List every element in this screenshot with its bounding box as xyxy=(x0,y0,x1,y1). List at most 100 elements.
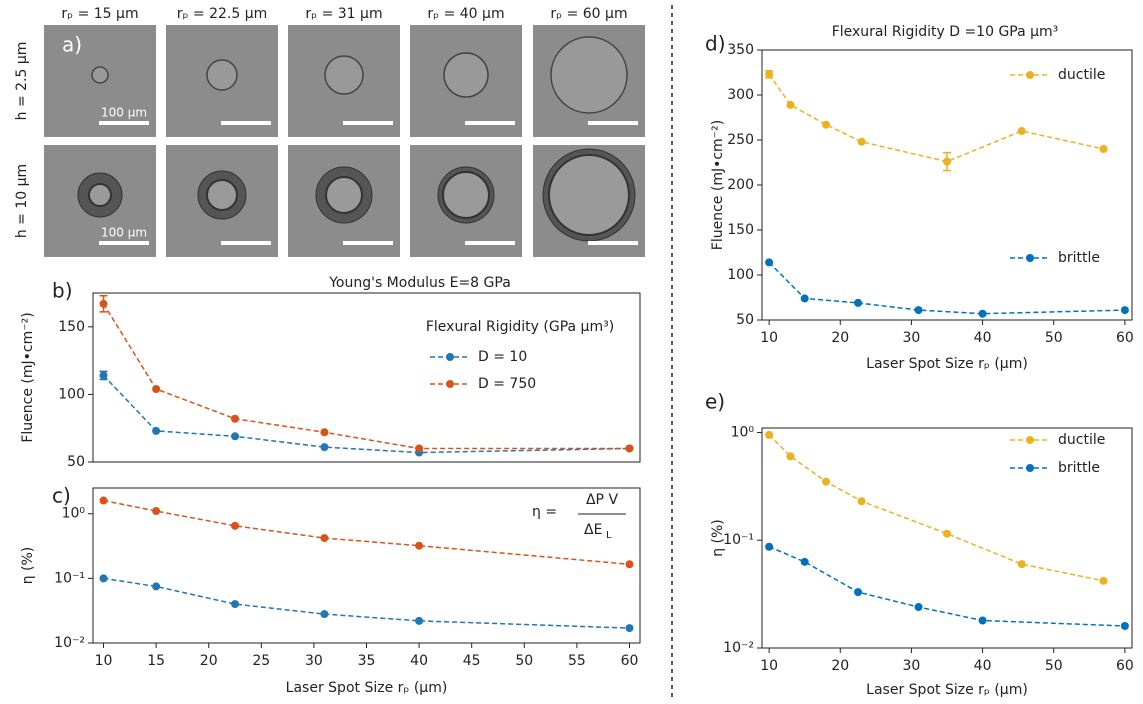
y-axis-label: Fluence (mJ•cm⁻²) xyxy=(710,120,726,250)
series-line xyxy=(103,499,630,566)
x-tick-label: 60 xyxy=(1116,330,1134,346)
micrograph-panel xyxy=(44,25,645,257)
x-tick-label: 60 xyxy=(1116,658,1134,674)
legend-marker xyxy=(446,353,454,361)
data-point xyxy=(854,588,863,597)
legend-label: ductile xyxy=(1058,67,1105,83)
series-line xyxy=(768,546,1125,627)
data-point xyxy=(231,600,240,609)
data-point xyxy=(231,521,240,530)
data-point xyxy=(765,258,774,267)
y-tick-label: 10⁻¹ xyxy=(54,570,85,586)
column-header: rₚ = 60 μm xyxy=(550,6,627,22)
data-point xyxy=(99,496,108,505)
x-tick-label: 60 xyxy=(621,653,639,669)
data-point xyxy=(822,477,831,486)
x-tick-label: 40 xyxy=(974,658,992,674)
y-tick-label: 10⁰ xyxy=(62,506,86,522)
x-tick-label: 10 xyxy=(760,658,778,674)
y-tick-label: 150 xyxy=(58,319,85,335)
y-tick-label: 10⁰ xyxy=(731,424,755,440)
crater xyxy=(548,154,630,236)
data-point xyxy=(1099,145,1108,153)
data-point xyxy=(1120,306,1129,315)
legend-marker xyxy=(1026,254,1034,262)
data-point xyxy=(857,137,866,146)
x-tick-label: 25 xyxy=(252,653,270,669)
y-tick-label: 100 xyxy=(727,267,754,283)
series-line xyxy=(768,73,1104,163)
y-tick-label: 10⁻² xyxy=(54,635,85,651)
x-tick-label: 30 xyxy=(903,330,921,346)
data-point xyxy=(152,426,161,435)
x-tick-label: 20 xyxy=(200,653,218,669)
column-header: rₚ = 40 μm xyxy=(427,6,504,22)
x-axis-label: Laser Spot Size rₚ (μm) xyxy=(286,680,448,696)
series-line xyxy=(768,434,1104,582)
crater xyxy=(443,52,489,98)
error-bar xyxy=(765,69,774,79)
panel-label: e) xyxy=(705,390,725,414)
crater xyxy=(206,179,238,211)
row-label: h = 2.5 μm xyxy=(14,42,30,121)
data-point xyxy=(765,542,774,551)
x-tick-label: 40 xyxy=(410,653,428,669)
data-point xyxy=(822,120,831,129)
data-point xyxy=(765,430,774,439)
series-line xyxy=(768,261,1125,315)
y-tick-label: 10⁻² xyxy=(723,640,754,656)
row-label: h = 10 μm xyxy=(14,164,30,238)
legend-title: Flexural Rigidity (GPa μm³) xyxy=(426,319,614,335)
crater xyxy=(324,55,364,95)
formula-denominator: ΔE xyxy=(584,522,602,538)
x-tick-label: 45 xyxy=(463,653,481,669)
data-point xyxy=(943,529,951,538)
data-point xyxy=(320,610,329,619)
data-point xyxy=(786,452,795,461)
data-point xyxy=(914,603,923,612)
legend-label: brittle xyxy=(1058,460,1100,476)
data-point xyxy=(152,507,161,516)
data-point xyxy=(415,444,424,453)
data-point xyxy=(320,534,329,543)
y-axis-label: η (%) xyxy=(710,519,726,557)
data-point xyxy=(1120,622,1129,631)
plot-frame xyxy=(761,49,1133,321)
column-header: rₚ = 15 μm xyxy=(61,6,138,22)
data-point xyxy=(231,414,240,423)
x-tick-label: 30 xyxy=(903,658,921,674)
series-line xyxy=(102,303,630,450)
crater xyxy=(88,183,112,207)
scale-bar-label: 100 μm xyxy=(101,226,147,240)
legend-label: ductile xyxy=(1058,432,1105,448)
formula-lhs: η = xyxy=(532,504,557,520)
legend-label: D = 10 xyxy=(478,349,527,365)
y-tick-label: 350 xyxy=(727,42,754,58)
crater xyxy=(550,36,628,114)
x-tick-label: 10 xyxy=(760,330,778,346)
data-point xyxy=(320,443,329,452)
y-tick-label: 200 xyxy=(727,177,754,193)
y-tick-label: 100 xyxy=(58,386,85,402)
y-axis-label: η (%) xyxy=(20,547,36,585)
data-point xyxy=(152,384,161,393)
y-tick-label: 250 xyxy=(727,132,754,148)
column-header: rₚ = 22.5 μm xyxy=(177,6,268,22)
x-tick-label: 50 xyxy=(1045,330,1063,346)
x-axis-label: Laser Spot Size rₚ (μm) xyxy=(866,682,1028,698)
series-line xyxy=(103,577,630,629)
panel-label: d) xyxy=(705,32,726,56)
data-point xyxy=(854,298,863,307)
data-point xyxy=(625,624,634,633)
data-point xyxy=(625,560,634,569)
error-bar xyxy=(99,370,108,381)
legend-marker xyxy=(1026,464,1034,472)
x-tick-label: 10 xyxy=(95,653,113,669)
legend-marker xyxy=(1026,436,1034,444)
panel-label: c) xyxy=(52,484,71,508)
column-header: rₚ = 31 μm xyxy=(305,6,382,22)
x-tick-label: 30 xyxy=(305,653,323,669)
plot-frame xyxy=(92,292,641,463)
series-line xyxy=(102,374,630,454)
y-tick-label: 10⁻¹ xyxy=(723,532,754,548)
